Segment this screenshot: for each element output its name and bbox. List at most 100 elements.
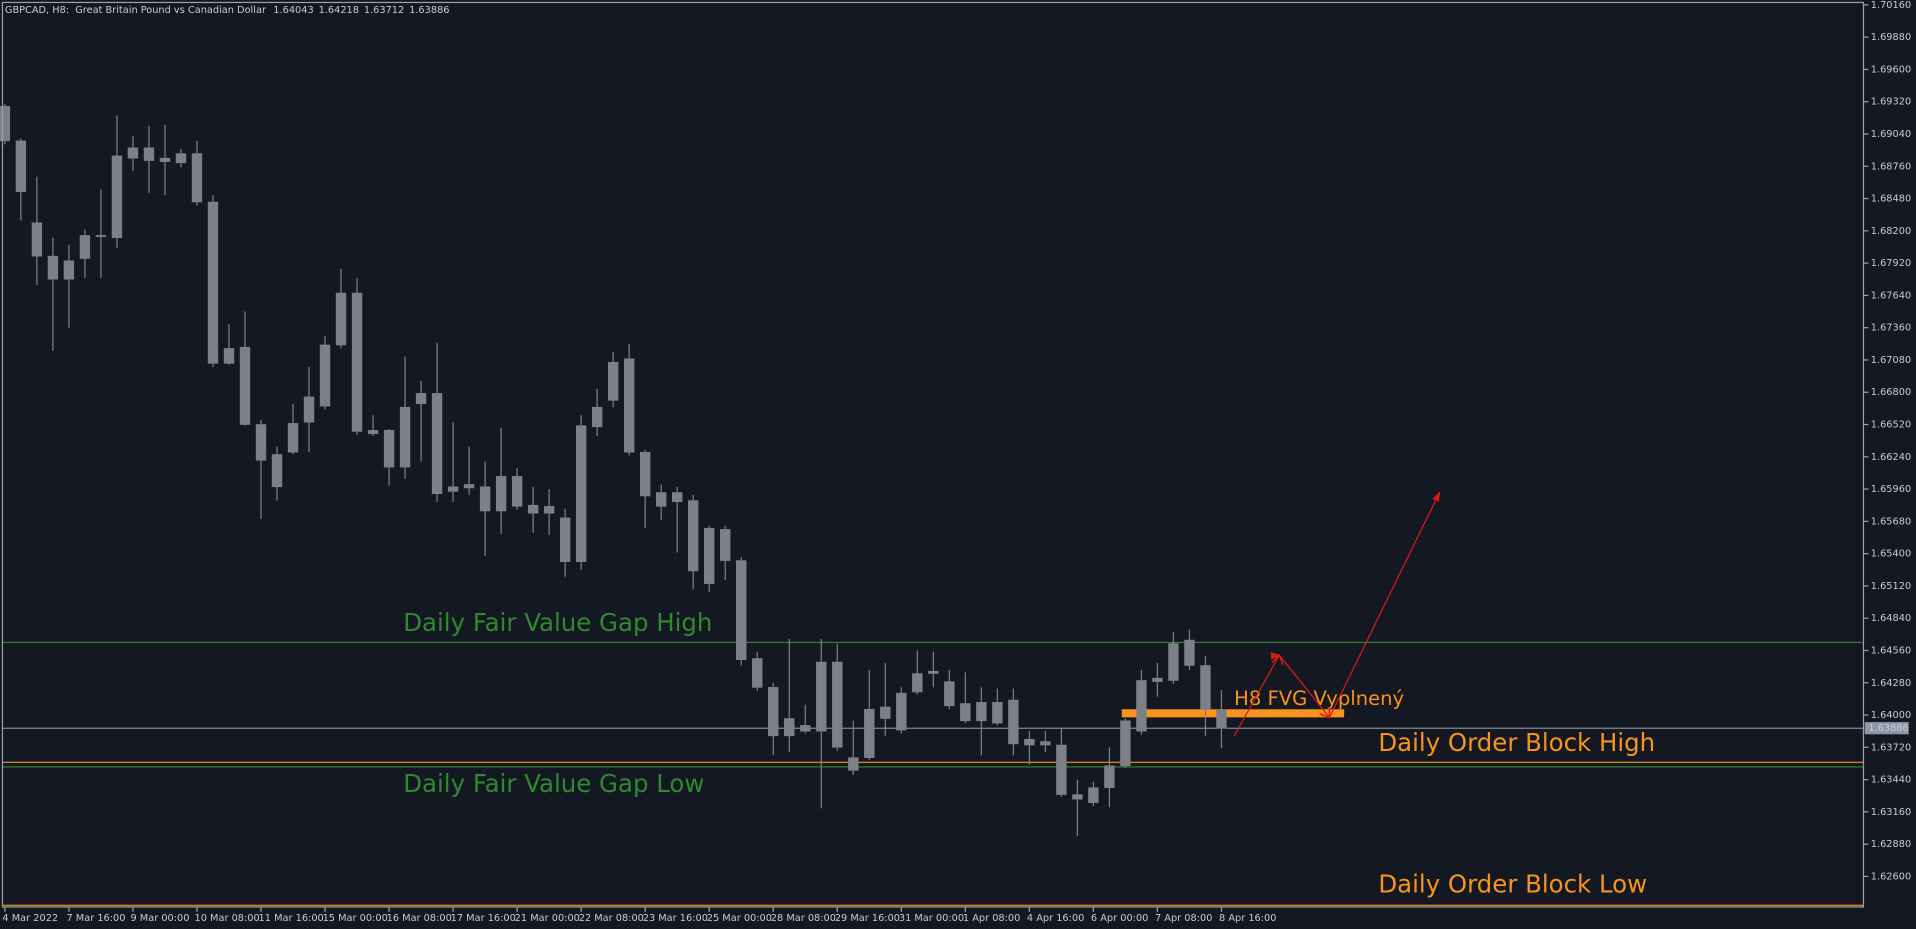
candle-body — [447, 486, 459, 492]
y-tick-label: 1.67360 — [1871, 323, 1911, 334]
symbol: GBPCAD, H8: — [5, 5, 69, 16]
y-tick-label: 1.65680 — [1871, 516, 1911, 527]
candle-body — [1216, 709, 1227, 729]
y-tick-label: 1.64280 — [1871, 678, 1911, 689]
candle-body — [880, 706, 891, 719]
candle-body — [623, 358, 635, 453]
candle-body — [720, 529, 731, 561]
candle-body — [271, 454, 283, 488]
x-tick-label: 4 Mar 2022 — [2, 913, 58, 924]
candle-body — [351, 292, 363, 432]
candle-body — [367, 429, 379, 435]
y-tick-label: 1.68480 — [1871, 194, 1911, 205]
candle-body — [111, 155, 123, 239]
candle-body — [848, 757, 859, 771]
candle-body — [79, 235, 91, 259]
candle-body — [1200, 665, 1211, 710]
candle-body — [1040, 741, 1051, 746]
y-tick-label: 1.66800 — [1871, 387, 1911, 398]
candle-body — [1088, 787, 1099, 803]
candle-body — [47, 255, 59, 280]
candle-body — [1072, 794, 1083, 800]
level-label: Daily Order Block High — [1378, 728, 1655, 757]
candle-body — [431, 393, 443, 494]
candle-body — [0, 106, 11, 142]
x-tick-label: 11 Mar 16:00 — [259, 913, 324, 924]
candle-body — [1056, 744, 1067, 795]
candle-body — [992, 702, 1003, 724]
y-tick-label: 1.64560 — [1871, 645, 1911, 656]
candle-body — [399, 406, 411, 468]
x-tick-label: 7 Apr 08:00 — [1155, 913, 1212, 924]
y-tick-label: 1.68760 — [1871, 161, 1911, 172]
x-tick-label: 29 Mar 16:00 — [835, 913, 900, 924]
price-tag — [1864, 722, 1909, 735]
candle-body — [591, 406, 603, 428]
header-low: 1.63712 — [364, 5, 404, 16]
candle-body — [319, 344, 331, 407]
annotation-arrow — [1328, 491, 1440, 718]
y-tick-label: 1.62600 — [1871, 871, 1911, 882]
arrow-head — [1319, 707, 1331, 719]
x-tick-label: 17 Mar 16:00 — [451, 913, 516, 924]
candle-body — [607, 361, 619, 401]
candle-body — [255, 424, 267, 461]
level-label: Daily Order Block Low — [1378, 870, 1647, 899]
candle-body — [223, 348, 235, 364]
fvg-zone — [1121, 709, 1345, 718]
x-tick-label: 31 Mar 00:00 — [899, 913, 964, 924]
y-tick-label: 1.70160 — [1871, 0, 1911, 11]
candle-body — [287, 423, 299, 453]
candle-body — [832, 661, 843, 748]
candle-body — [463, 484, 475, 489]
candle-body — [1024, 738, 1035, 746]
description: Great Britain Pound vs Canadian Dollar — [75, 5, 267, 16]
candle-body — [655, 492, 667, 507]
candle-body — [159, 157, 171, 162]
header-high: 1.64218 — [319, 5, 359, 16]
y-tick-label: 1.65120 — [1871, 581, 1911, 592]
candle-body — [527, 504, 539, 514]
candle-body — [1136, 680, 1147, 732]
candle-body — [912, 673, 923, 693]
candle-body — [95, 235, 107, 237]
x-tick-label: 25 Mar 00:00 — [707, 913, 772, 924]
candle-body — [143, 147, 155, 161]
candle-body — [191, 153, 203, 203]
candle-body — [559, 517, 571, 563]
header-close: 1.63886 — [409, 5, 449, 16]
candle-body — [1184, 639, 1195, 666]
x-tick-label: 10 Mar 08:00 — [195, 913, 260, 924]
candle-body — [543, 506, 555, 514]
y-tick-label: 1.69040 — [1871, 129, 1911, 140]
arrow-head — [1271, 653, 1284, 666]
candle-body — [31, 222, 43, 257]
x-tick-label: 4 Apr 16:00 — [1027, 913, 1084, 924]
candle-body — [976, 702, 987, 722]
y-tick-label: 1.69600 — [1871, 64, 1911, 75]
candle-body — [479, 486, 491, 512]
x-tick-label: 21 Mar 00:00 — [515, 913, 580, 924]
candle-body — [864, 708, 875, 759]
candle-body — [896, 692, 907, 731]
candle-body — [752, 658, 763, 688]
level-label: Daily Fair Value Gap High — [403, 608, 712, 637]
candle-body — [768, 687, 779, 737]
y-tick-label: 1.68200 — [1871, 226, 1911, 237]
price-tag-label: 1.63886 — [1868, 723, 1908, 734]
fvg-label: H8 FVG Vyplnený — [1234, 687, 1404, 710]
y-tick-label: 1.69880 — [1871, 32, 1911, 43]
header: GBPCAD, H8: Great Britain Pound vs Canadi… — [5, 5, 450, 16]
x-tick-label: 23 Mar 16:00 — [643, 913, 708, 924]
y-tick-label: 1.67640 — [1871, 290, 1911, 301]
candle-body — [335, 292, 347, 346]
candle-body — [639, 451, 651, 497]
y-tick-label: 1.67080 — [1871, 355, 1911, 366]
candle-body — [1120, 720, 1131, 767]
candle-body — [127, 147, 139, 159]
candle-body — [207, 201, 219, 364]
x-tick-label: 6 Apr 00:00 — [1091, 913, 1148, 924]
candle-body — [511, 476, 523, 507]
